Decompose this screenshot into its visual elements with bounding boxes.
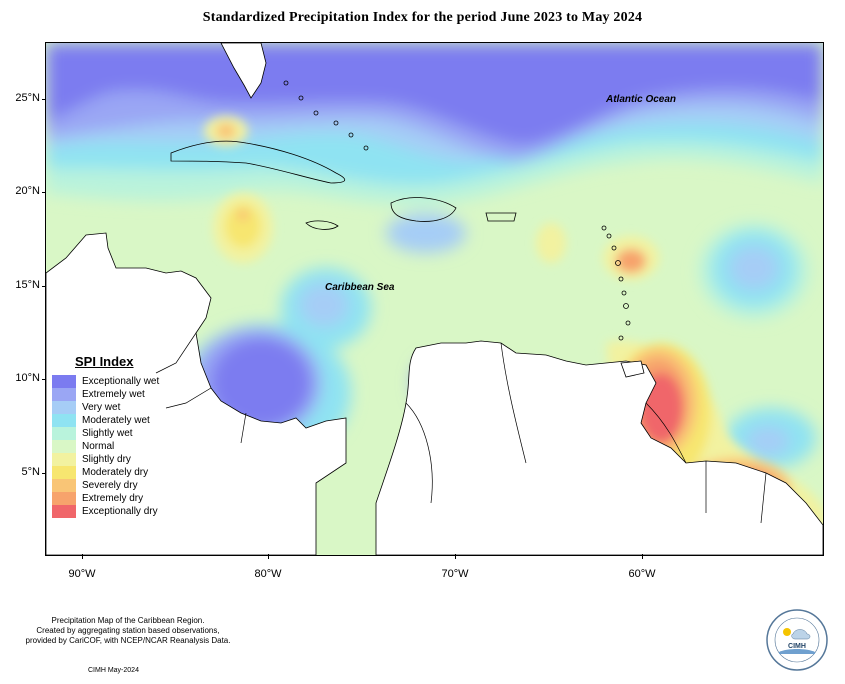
legend-swatch xyxy=(52,479,76,492)
lon-tick-mark xyxy=(268,554,269,559)
spi-map-canvas xyxy=(46,43,823,555)
legend-item: Exceptionally dry xyxy=(52,505,172,518)
legend-swatch xyxy=(52,427,76,440)
legend-item: Slightly dry xyxy=(52,453,172,466)
lat-tick-mark xyxy=(42,473,46,474)
lon-tick-mark xyxy=(642,554,643,559)
legend-item: Normal xyxy=(52,440,172,453)
legend-swatch xyxy=(52,453,76,466)
lon-tick-mark xyxy=(82,554,83,559)
legend-item: Slightly wet xyxy=(52,427,172,440)
legend-item: Extremely dry xyxy=(52,492,172,505)
lat-tick-mark xyxy=(42,379,46,380)
legend-title: SPI Index xyxy=(75,354,134,369)
lat-tick-mark xyxy=(42,99,46,100)
credit-line-1: Precipitation Map of the Caribbean Regio… xyxy=(51,616,205,625)
legend-item: Exceptionally wet xyxy=(52,375,172,388)
legend-swatch xyxy=(52,375,76,388)
credit-line-2: Created by aggregating station based obs… xyxy=(36,626,220,635)
legend-label: Very wet xyxy=(82,402,121,413)
lat-tick-25: 25°N xyxy=(15,92,40,104)
legend-swatch xyxy=(52,414,76,427)
legend-label: Exceptionally wet xyxy=(82,376,160,387)
legend-label: Exceptionally dry xyxy=(82,506,158,517)
spi-map xyxy=(45,42,824,556)
map-credit: Precipitation Map of the Caribbean Regio… xyxy=(12,616,244,646)
lat-tick-10: 10°N xyxy=(15,372,40,384)
lon-tick-mark xyxy=(455,554,456,559)
legend-item: Very wet xyxy=(52,401,172,414)
legend-label: Normal xyxy=(82,441,115,452)
lon-tick-60: 60°W xyxy=(628,568,656,580)
landmass-outlines xyxy=(46,43,823,555)
legend-label: Extremely wet xyxy=(82,389,145,400)
legend-item: Moderately wet xyxy=(52,414,172,427)
lon-tick-90: 90°W xyxy=(68,568,96,580)
legend-swatch xyxy=(52,466,76,479)
lon-tick-80: 80°W xyxy=(254,568,282,580)
legend-label: Moderately dry xyxy=(82,467,149,478)
map-title: Standardized Precipitation Index for the… xyxy=(202,10,643,25)
lat-tick-mark xyxy=(42,286,46,287)
legend-swatch xyxy=(52,505,76,518)
logo-text: CIMH xyxy=(788,643,806,650)
country-borders xyxy=(155,332,767,524)
credit-date: CIMH May-2024 xyxy=(88,667,139,674)
credit-line-3: provided by CariCOF, with NCEP/NCAR Rean… xyxy=(25,636,231,645)
legend-swatch xyxy=(52,388,76,401)
spi-legend: SPI Index Exceptionally wet Extremely wet… xyxy=(52,354,172,518)
lat-tick-mark xyxy=(42,192,46,193)
legend-items: Exceptionally wet Extremely wet Very wet Mo… xyxy=(52,375,172,518)
atlantic-ocean-label: Atlantic Ocean xyxy=(606,94,677,105)
legend-item: Severely dry xyxy=(52,479,172,492)
legend-label: Extremely dry xyxy=(82,493,144,504)
legend-swatch xyxy=(52,492,76,505)
legend-swatch xyxy=(52,401,76,414)
legend-swatch xyxy=(52,440,76,453)
legend-label: Slightly dry xyxy=(82,454,131,465)
lat-tick-5: 5°N xyxy=(21,466,40,478)
legend-label: Slightly wet xyxy=(82,428,133,439)
legend-label: Severely dry xyxy=(82,480,138,491)
legend-item: Extremely wet xyxy=(52,388,172,401)
lat-tick-15: 15°N xyxy=(15,279,40,291)
legend-item: Moderately dry xyxy=(52,466,172,479)
lon-tick-70: 70°W xyxy=(441,568,469,580)
lat-tick-20: 20°N xyxy=(15,185,40,197)
legend-label: Moderately wet xyxy=(82,415,150,426)
cimh-logo: CIMH xyxy=(766,609,828,671)
caribbean-sea-label: Caribbean Sea xyxy=(325,282,395,293)
lesser-antilles-outlines xyxy=(283,80,631,341)
